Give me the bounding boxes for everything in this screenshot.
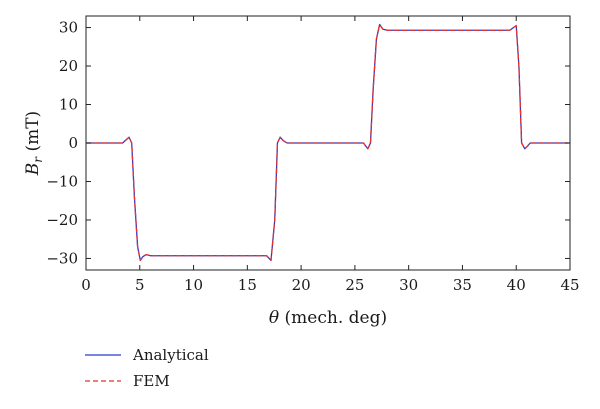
x-tick-label: 45 xyxy=(560,276,579,294)
y-tick-label: −10 xyxy=(46,172,78,190)
legend: Analytical FEM xyxy=(85,346,209,390)
y-axis-label: Br (mT) xyxy=(23,111,45,176)
y-tick-label: 10 xyxy=(59,96,78,114)
y-tick-label: −20 xyxy=(46,211,78,229)
x-axis-label: θ (mech. deg) xyxy=(269,308,387,328)
y-tick-label: −30 xyxy=(46,249,78,267)
x-tick-label: 15 xyxy=(238,276,257,294)
y-tick-label: 30 xyxy=(59,19,78,37)
series-layer xyxy=(86,23,570,262)
x-tick-label: 10 xyxy=(184,276,203,294)
x-tick-label: 0 xyxy=(81,276,91,294)
x-tick-label: 5 xyxy=(135,276,145,294)
legend-label-fem: FEM xyxy=(133,372,170,390)
y-tick-label: 20 xyxy=(59,57,78,75)
series-line-fem xyxy=(86,23,570,262)
x-tick-label: 25 xyxy=(345,276,364,294)
x-tick-label: 40 xyxy=(507,276,526,294)
x-tick-label: 35 xyxy=(453,276,472,294)
y-tick-label: 0 xyxy=(68,134,78,152)
series-line-analytical xyxy=(86,23,570,262)
x-tick-label: 30 xyxy=(399,276,418,294)
legend-label-analytical: Analytical xyxy=(132,346,209,364)
x-tick-label: 20 xyxy=(292,276,311,294)
ticks-layer: 0 5 10 15 20 25 30 35 40 45 −30 −20 −10 0 10 20 30 xyxy=(46,16,580,294)
